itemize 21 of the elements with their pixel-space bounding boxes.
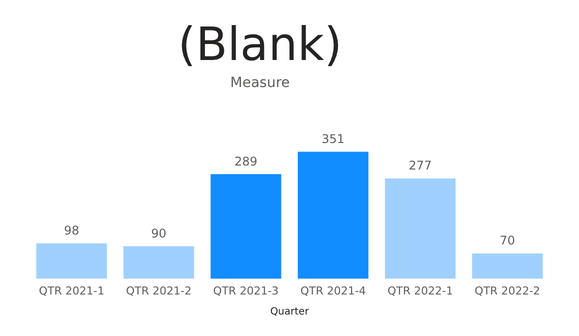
text: Measure [229,74,291,92]
x-tick-label: QTR 2021-4 [300,284,366,298]
bar [210,174,282,279]
text: (Blank) [176,16,344,72]
bar [123,246,194,279]
data-label: 351 [322,132,345,146]
data-label: 70 [500,234,516,248]
x-tick-label: QTR 2021-1 [38,284,104,298]
x-tick-label: QTR 2021-2 [126,284,192,298]
x-tick-label: QTR 2022-1 [388,284,453,298]
bar [298,152,368,279]
x-axis-title: Quarter [270,306,310,318]
bar [36,243,107,279]
data-label: 98 [64,223,80,238]
x-tick-label: QTR 2021-3 [213,284,279,298]
data-label: 289 [234,154,258,168]
data-label: 277 [408,158,432,173]
data-label: 90 [151,226,166,240]
bar [472,253,543,279]
x-tick-label: QTR 2022-2 [474,284,540,298]
bar [384,178,456,279]
